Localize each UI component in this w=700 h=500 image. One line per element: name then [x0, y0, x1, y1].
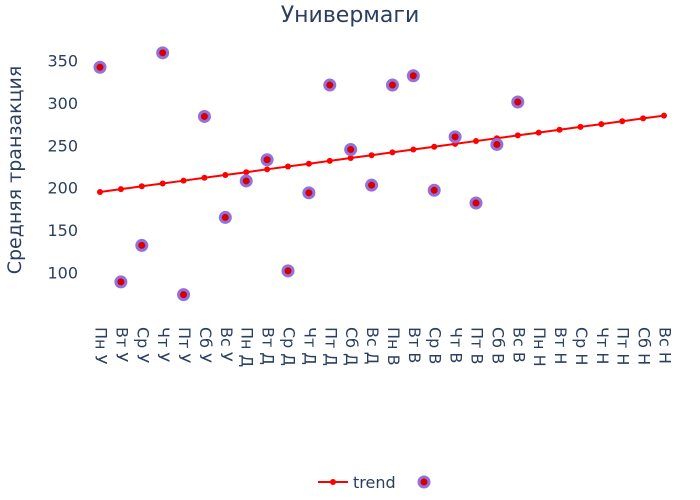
x-tick-label: Ср Д: [280, 327, 299, 366]
scatter-point: [93, 60, 107, 74]
y-axis-ticks: 100 150 200 250 300 350: [47, 51, 78, 282]
scatter-series: [93, 46, 525, 302]
scatter-point: [448, 130, 462, 144]
scatter-point: [114, 275, 128, 289]
x-tick-label: Пн Н: [530, 327, 549, 367]
scatter-point: [197, 109, 211, 123]
scatter-point: [135, 238, 149, 252]
x-tick-label: Пт В: [468, 327, 487, 364]
x-tick-label: Пн У: [92, 327, 111, 365]
trend-point: [473, 138, 479, 145]
x-tick-label: Вт Н: [551, 327, 570, 364]
scatter-point: [490, 137, 504, 151]
trend-point: [619, 118, 626, 125]
scatter-point: [260, 153, 274, 167]
trend-point: [535, 129, 542, 136]
x-tick-label: Вт В: [405, 327, 424, 363]
x-tick-label: Сб Д: [342, 327, 361, 366]
trend-point: [598, 121, 605, 128]
x-tick-label: Ср Н: [572, 327, 591, 365]
trend-point: [138, 183, 145, 190]
scatter-point: [406, 69, 420, 83]
trend-point: [222, 172, 229, 178]
x-tick-label: Пн Д: [238, 327, 257, 367]
trend-point: [285, 163, 291, 170]
trend-point: [347, 155, 354, 162]
x-tick-label: Вс Д: [363, 327, 382, 364]
x-tick-label: Пт Н: [614, 327, 633, 365]
scatter-point: [344, 143, 358, 157]
trend-point: [640, 115, 647, 122]
x-tick-label: Вт Д: [259, 327, 278, 365]
y-tick-label: 350: [47, 51, 78, 70]
trend-point: [556, 126, 563, 133]
y-tick-label: 100: [47, 264, 78, 283]
scatter-point: [385, 78, 399, 92]
trend-point: [326, 157, 333, 164]
x-tick-label: Пт У: [175, 327, 194, 363]
trend-series: [97, 112, 667, 195]
trend-point: [305, 160, 312, 167]
scatter-point: [427, 183, 441, 197]
x-tick-label: Вт У: [112, 327, 131, 362]
x-tick-label: Сб У: [196, 327, 215, 363]
y-axis-title: Средняя транзакция: [4, 66, 26, 275]
scatter-point: [469, 196, 483, 210]
scatter-point: [302, 186, 316, 200]
x-tick-label: Ср У: [133, 327, 152, 363]
scatter-point: [239, 174, 253, 188]
x-tick-label: Пн В: [384, 327, 403, 366]
scatter-point: [177, 288, 191, 302]
trend-point: [117, 186, 124, 193]
x-tick-label: Ср В: [426, 327, 445, 364]
trend-point: [410, 146, 417, 153]
x-tick-label: Вс Н: [656, 327, 675, 364]
trend-point: [577, 123, 584, 130]
trend-point: [97, 188, 103, 195]
legend-scatter-swatch: [417, 475, 431, 489]
y-tick-label: 250: [47, 136, 78, 155]
x-tick-label: Сб Н: [635, 327, 654, 365]
legend-trend-label: trend: [353, 473, 396, 492]
trend-point: [661, 112, 667, 119]
trend-point: [243, 169, 250, 176]
legend-trend-swatch-marker: [330, 479, 336, 485]
scatter-point: [511, 95, 525, 109]
x-tick-label: Пт Д: [321, 327, 340, 366]
scatter-point: [323, 78, 337, 92]
trend-line: [99, 114, 665, 193]
x-tick-label: Чт В: [447, 327, 466, 363]
trend-point: [368, 152, 375, 159]
trend-point: [201, 174, 208, 181]
x-tick-label: Сб В: [488, 327, 507, 364]
trend-point: [389, 149, 396, 156]
x-tick-label: Чт Д: [300, 327, 319, 365]
y-tick-label: 200: [47, 179, 78, 198]
x-tick-label: Вс У: [217, 327, 236, 362]
y-tick-label: 300: [47, 94, 78, 113]
x-axis-ticks: Пн У Вт У Ср У Чт У Пт У Сб У Вс У Пн Д Вт Д Ср Д…: [92, 327, 675, 367]
x-tick-label: Вс В: [509, 327, 528, 363]
x-tick-label: Чт Н: [593, 327, 612, 364]
y-tick-label: 150: [47, 221, 78, 240]
chart-title: Универмаги: [281, 3, 420, 28]
trend-point: [514, 132, 521, 139]
scatter-point: [365, 178, 379, 192]
trend-point: [159, 180, 166, 187]
trend-point: [264, 166, 271, 173]
trend-point: [431, 143, 438, 150]
legend[interactable]: trend: [318, 473, 431, 492]
scatter-point: [281, 264, 295, 278]
trend-point: [180, 177, 187, 184]
scatter-point: [218, 210, 232, 224]
scatter-point: [156, 46, 170, 60]
x-tick-label: Чт У: [154, 327, 173, 362]
